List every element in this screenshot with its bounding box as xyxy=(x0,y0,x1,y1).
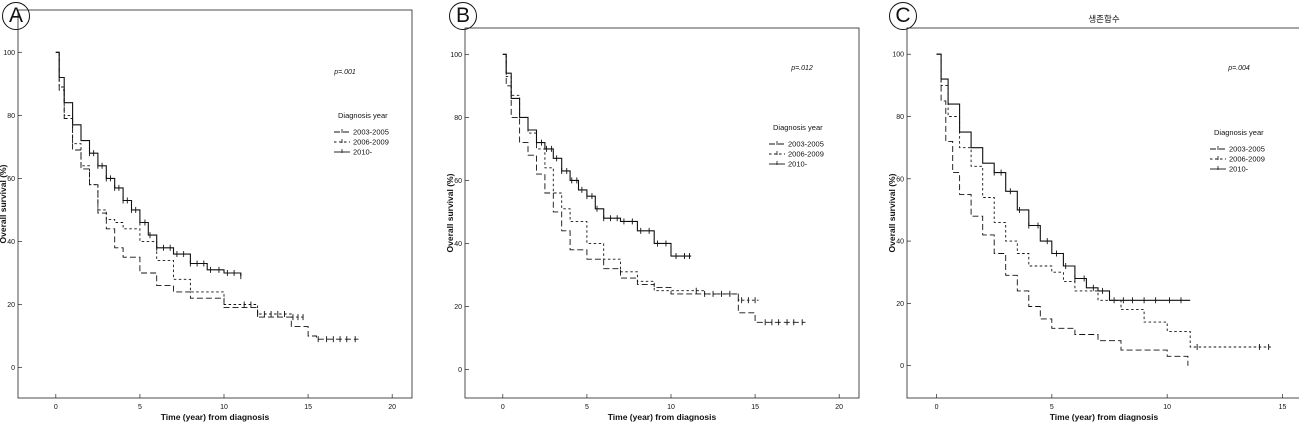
y-tick-label: 100 xyxy=(3,50,15,57)
survival-chart-a: 0 20 40 60 80 100 0 5 10 15 20 Time (year) from dia… xyxy=(0,9,413,422)
y-axis-title: Overall survival (%) xyxy=(887,173,897,252)
x-tick-label: 5 xyxy=(585,404,589,411)
p-value: p=.004 xyxy=(1227,65,1250,72)
x-tick-label: 10 xyxy=(1163,404,1171,411)
plot-frame xyxy=(17,9,413,399)
x-axis-title: Time (year) from diagnosis xyxy=(161,412,270,422)
y-tick-label: 40 xyxy=(896,239,904,246)
y-tick-label: 80 xyxy=(896,114,904,121)
chart-title: 생존함수 xyxy=(1088,14,1119,24)
legend-title: Diagnosis year xyxy=(773,123,823,132)
survival-curve-2006-2009 xyxy=(502,53,759,301)
x-tick-label: 5 xyxy=(1050,404,1054,411)
y-tick-label: 0 xyxy=(900,363,904,370)
y-tick-label: 100 xyxy=(450,52,462,59)
legend-label: 2010- xyxy=(1229,165,1249,174)
x-tick-label: 10 xyxy=(220,404,228,411)
y-tick-label: 60 xyxy=(7,176,15,183)
legend-label: 2010- xyxy=(353,148,373,157)
legend-label: 2003-2005 xyxy=(788,140,824,149)
y-tick-label: 100 xyxy=(892,52,904,59)
x-tick-label: 0 xyxy=(935,404,939,411)
y-axis-title: Overall survival (%) xyxy=(0,164,8,243)
survival-curve-2003-2005 xyxy=(502,53,806,323)
x-tick-label: 15 xyxy=(751,404,759,411)
y-axis-title: Overall survival (%) xyxy=(445,173,455,252)
plot-frame xyxy=(464,27,860,399)
y-tick-label: 80 xyxy=(454,115,462,122)
legend-label: 2003-2005 xyxy=(353,128,389,137)
x-axis-title: Time (year) from diagnosis xyxy=(608,412,717,422)
x-tick-label: 20 xyxy=(835,404,843,411)
survival-curve-2010 xyxy=(502,53,692,257)
legend-label: 2006-2009 xyxy=(788,150,824,159)
p-value: p=.001 xyxy=(333,69,356,76)
x-tick-label: 20 xyxy=(388,404,396,411)
x-tick-label: 10 xyxy=(667,404,675,411)
survival-chart-c: 생존함수 0 20 40 60 80 100 0 5 10 15 Time (year) from d… xyxy=(887,14,1299,422)
legend-label: 2006-2009 xyxy=(1229,155,1265,164)
y-tick-label: 60 xyxy=(896,176,904,183)
y-tick-label: 20 xyxy=(454,304,462,311)
panel-label-b: B xyxy=(449,2,477,30)
panel-a: A 0 20 40 60 80 100 0 5 10 15 20 Time (year) from d… xyxy=(0,0,425,431)
x-tick-label: 0 xyxy=(501,404,505,411)
survival-curve-2006-2009 xyxy=(936,53,1271,348)
x-tick-label: 0 xyxy=(54,404,58,411)
plot-frame xyxy=(906,27,1299,399)
y-tick-label: 80 xyxy=(7,113,15,120)
y-tick-label: 20 xyxy=(7,302,15,309)
survival-curve-2006-2009 xyxy=(55,51,305,318)
legend-title: Diagnosis year xyxy=(338,111,388,120)
panel-b: B 0 20 40 60 80 100 0 5 10 15 20 Time (year) from d… xyxy=(445,0,872,431)
x-axis-title: Time (year) from diagnosis xyxy=(1050,412,1159,422)
y-tick-label: 0 xyxy=(11,365,15,372)
survival-curve-2003-2005 xyxy=(55,51,359,340)
x-tick-label: 15 xyxy=(1279,404,1287,411)
y-tick-label: 60 xyxy=(454,178,462,185)
x-tick-label: 15 xyxy=(304,404,312,411)
y-tick-label: 0 xyxy=(458,367,462,374)
survival-curve-2010 xyxy=(55,51,242,277)
legend-label: 2003-2005 xyxy=(1229,145,1265,154)
y-tick-label: 20 xyxy=(896,301,904,308)
survival-curve-2010 xyxy=(936,53,1191,301)
survival-curve-2003-2005 xyxy=(936,53,1189,366)
panel-label-c: C xyxy=(889,2,917,30)
panel-c: C 생존함수 0 20 40 60 80 100 0 5 10 15 Time (year) from… xyxy=(887,0,1299,431)
legend-label: 2010- xyxy=(788,160,808,169)
p-value: p=.012 xyxy=(790,65,813,72)
y-tick-label: 40 xyxy=(7,239,15,246)
x-tick-label: 5 xyxy=(138,404,142,411)
y-tick-label: 40 xyxy=(454,241,462,248)
legend-title: Diagnosis year xyxy=(1214,128,1264,137)
survival-chart-b: 0 20 40 60 80 100 0 5 10 15 20 Time (year) from dia… xyxy=(445,27,860,422)
legend-label: 2006-2009 xyxy=(353,138,389,147)
